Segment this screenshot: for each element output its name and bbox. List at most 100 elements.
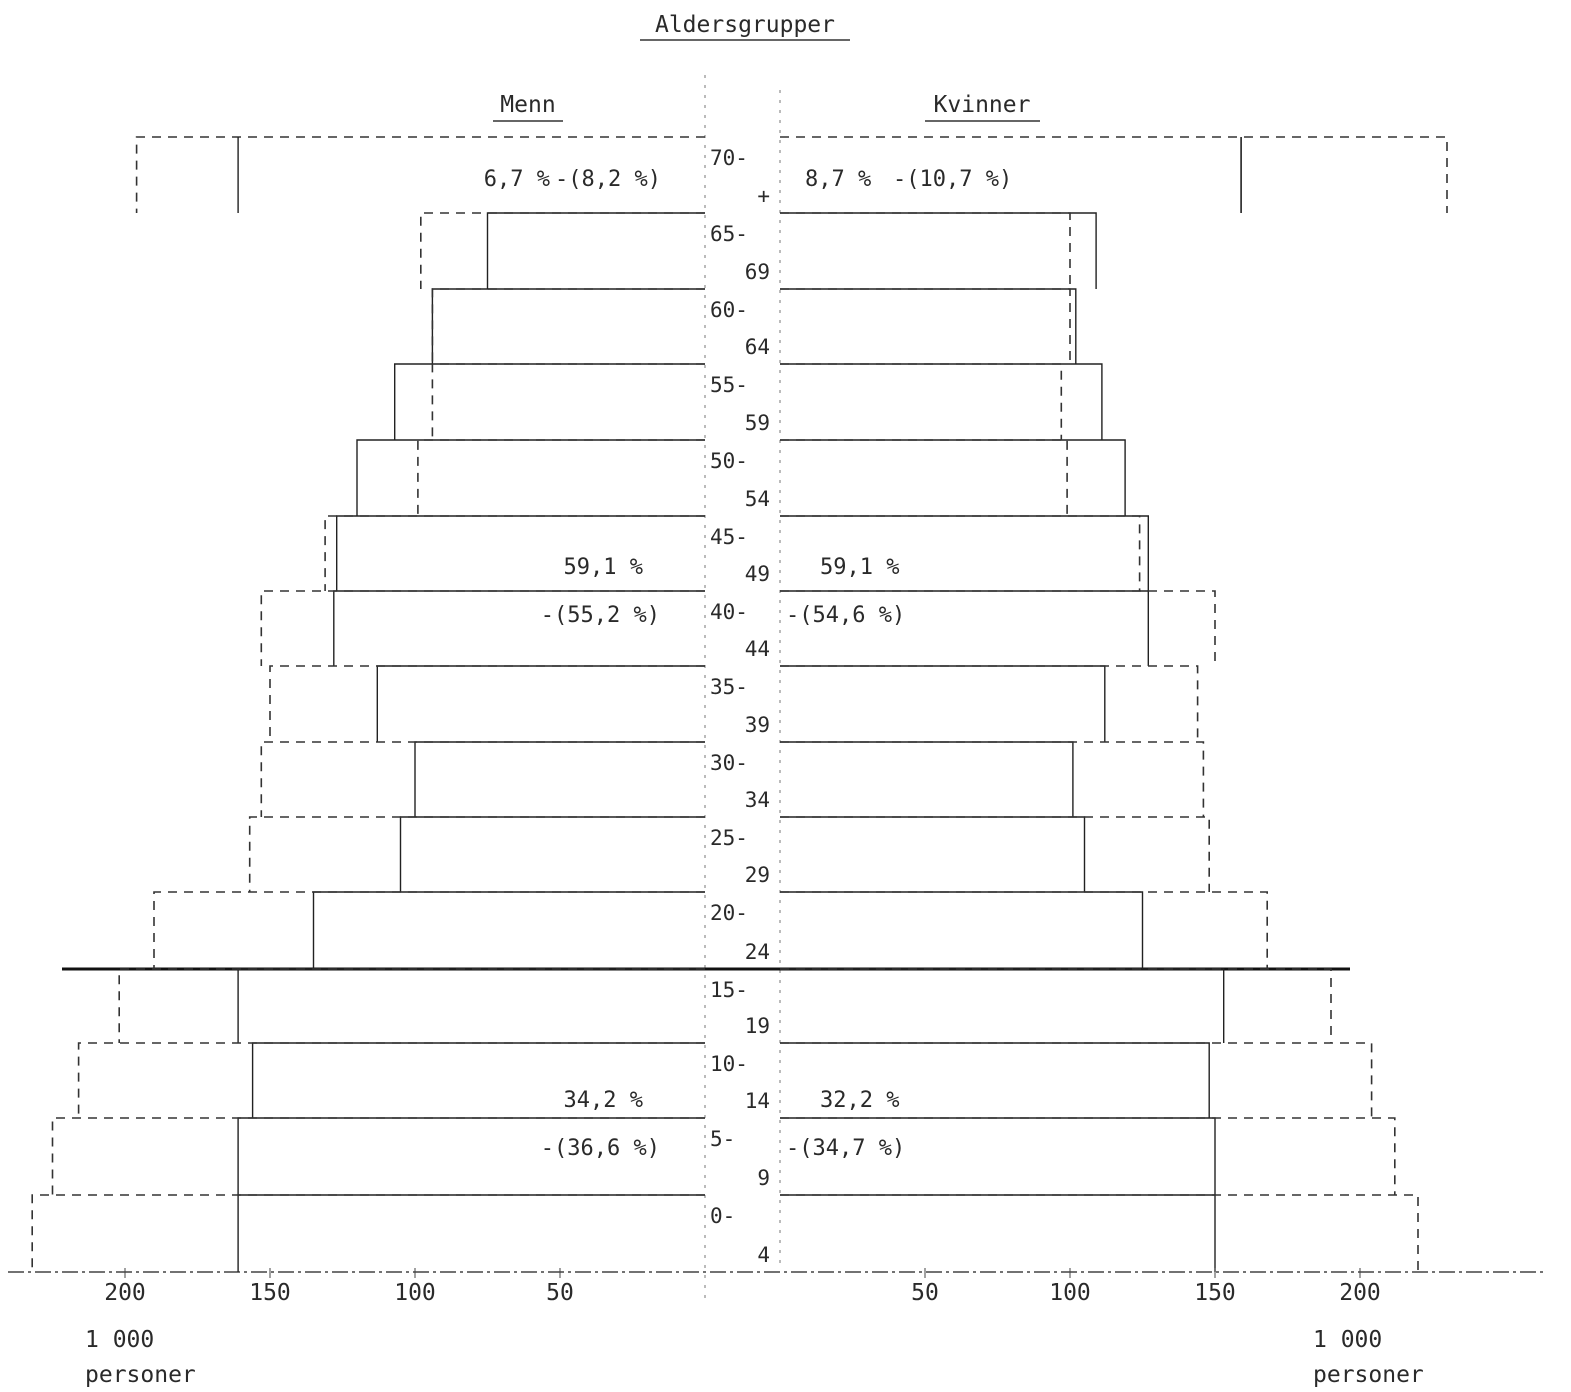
bar-men-solid-20-24: [312, 891, 705, 969]
bar-men-dashed-20-24: [153, 891, 705, 969]
age-label-start: 50-: [710, 449, 748, 473]
age-label-start: 5-: [710, 1127, 735, 1151]
bar-men-dashed-70-+: [135, 136, 705, 213]
age-label-start: 55-: [710, 373, 748, 397]
men-heading: Menn: [500, 92, 555, 118]
young-men-share: 34,2 %: [564, 1088, 643, 1113]
bar-women-dashed-70-+: [780, 136, 1448, 213]
age-label-end: 49: [745, 562, 770, 586]
bar-women-solid-30-34: [780, 741, 1074, 817]
age-label-start: 10-: [710, 1052, 748, 1076]
bar-women-dashed-15-19: [780, 968, 1332, 1043]
age-label-start: 45-: [710, 525, 748, 549]
age-label-end: 4: [757, 1243, 770, 1267]
bar-women-dashed-45-49: [780, 515, 1141, 591]
young-women-share-alt: -(34,7 %): [786, 1136, 905, 1161]
x-tick-left: 50: [546, 1280, 574, 1306]
bar-women-solid-65-69: [780, 212, 1097, 289]
bar-women-dashed-30-34: [780, 741, 1205, 817]
bar-men-dashed-15-19: [118, 968, 705, 1043]
age-label-start: 60-: [710, 298, 748, 322]
age-label-end: 14: [745, 1089, 770, 1113]
age-label-end: +: [757, 184, 770, 208]
unit-label-right-line2: personer: [1313, 1362, 1424, 1388]
working-men-share-alt: -(55,2 %): [541, 603, 660, 628]
bar-women-dashed-60-64: [780, 288, 1071, 364]
age-label-start: 0-: [710, 1204, 735, 1228]
age-label-start: 15-: [710, 978, 748, 1002]
bar-men-dashed-60-64: [431, 288, 705, 364]
x-tick-right: 100: [1049, 1280, 1091, 1306]
bar-women-solid-55-59: [780, 363, 1103, 440]
age-labels: 0-45-910-1415-1920-2425-2930-3435-3940-4…: [710, 146, 770, 1267]
chart-title: Aldersgrupper: [655, 12, 835, 38]
x-tick-right: 50: [911, 1280, 939, 1306]
old-men-share: 6,7 %: [484, 167, 550, 192]
bar-men-dashed-0-4: [31, 1194, 705, 1272]
bar-men-dashed-45-49: [324, 515, 705, 591]
bar-women-solid-15-19: [780, 968, 1225, 1043]
age-label-end: 19: [745, 1014, 770, 1038]
x-tick-left: 150: [249, 1280, 291, 1306]
series-layer: [31, 136, 1448, 1272]
x-tick-right: 200: [1339, 1280, 1381, 1306]
bar-men-dashed-50-54: [417, 439, 705, 516]
age-label-start: 70-: [710, 146, 748, 170]
bar-women-solid-45-49: [780, 515, 1150, 591]
bar-women-dashed-20-24: [780, 891, 1268, 969]
women-heading: Kvinner: [934, 92, 1031, 118]
x-tick-right: 150: [1194, 1280, 1236, 1306]
age-label-end: 39: [745, 713, 770, 737]
bar-women-solid-10-14: [780, 1042, 1210, 1118]
unit-label-left-line2: personer: [85, 1362, 196, 1388]
bar-women-dashed-25-29: [780, 816, 1210, 892]
bar-men-solid-65-69: [486, 212, 705, 289]
bar-women-dashed-35-39: [780, 665, 1199, 742]
bar-men-solid-50-54: [356, 439, 705, 516]
bar-women-solid-60-64: [780, 288, 1077, 364]
bar-men-solid-60-64: [431, 288, 705, 364]
age-label-end: 34: [745, 788, 770, 812]
bar-women-dashed-65-69: [780, 212, 1071, 289]
bar-men-solid-0-4: [237, 1194, 705, 1272]
age-label-end: 64: [745, 335, 770, 359]
bar-women-dashed-10-14: [780, 1042, 1373, 1118]
bar-men-dashed-65-69: [419, 212, 705, 289]
age-label-end: 54: [745, 487, 770, 511]
bar-women-dashed-50-54: [780, 439, 1068, 516]
bar-women-solid-20-24: [780, 891, 1144, 969]
young-women-share: 32,2 %: [820, 1088, 899, 1113]
age-label-end: 69: [745, 260, 770, 284]
age-label-start: 30-: [710, 751, 748, 775]
young-men-share-alt: -(36,6 %): [541, 1136, 660, 1161]
bar-men-dashed-30-34: [260, 741, 705, 817]
bar-men-dashed-10-14: [77, 1042, 705, 1118]
age-label-start: 20-: [710, 901, 748, 925]
bar-women-solid-0-4: [780, 1194, 1216, 1272]
bar-men-dashed-25-29: [248, 816, 705, 892]
unit-label-left-line1: 1 000: [85, 1327, 154, 1353]
old-women-share: 8,7 %: [805, 167, 871, 192]
bar-men-solid-30-34: [414, 741, 705, 817]
age-label-end: 29: [745, 863, 770, 887]
bar-women-solid-50-54: [780, 439, 1126, 516]
bar-women-dashed-55-59: [780, 363, 1063, 440]
bar-men-solid-25-29: [399, 816, 705, 892]
x-tick-left: 200: [104, 1280, 146, 1306]
bar-women-solid-25-29: [780, 816, 1086, 892]
age-label-start: 65-: [710, 222, 748, 246]
age-label-end: 44: [745, 637, 770, 661]
age-label-end: 9: [757, 1166, 770, 1190]
working-men-share: 59,1 %: [564, 555, 643, 580]
bar-men-dashed-35-39: [269, 665, 705, 742]
old-men-share-alt: -(8,2 %): [555, 167, 661, 192]
bar-women-dashed-0-4: [780, 1194, 1419, 1272]
bar-men-solid-55-59: [394, 363, 705, 440]
bar-men-dashed-55-59: [431, 363, 705, 440]
bar-women-dashed-40-44: [780, 590, 1216, 666]
x-tick-labels: 200 150 100 50 50 100 150 200: [104, 1268, 1381, 1306]
bar-women-solid-35-39: [780, 665, 1106, 742]
working-women-share: 59,1 %: [820, 555, 899, 580]
age-label-start: 40-: [710, 600, 748, 624]
